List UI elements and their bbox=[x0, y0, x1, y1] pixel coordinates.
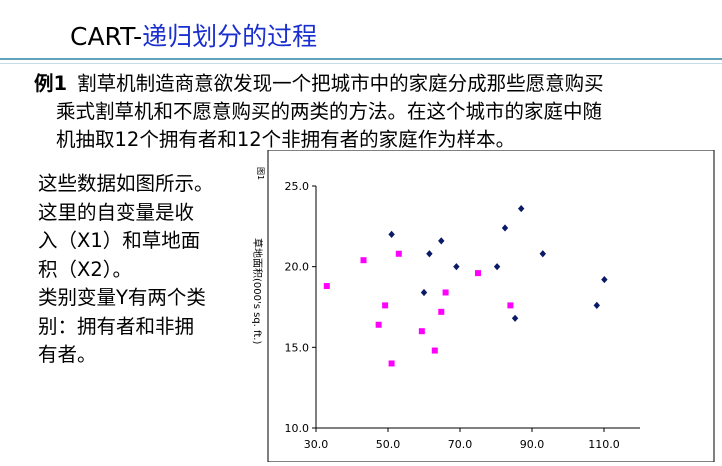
diamond-point bbox=[453, 263, 460, 271]
y-tick-label: 25.0 bbox=[285, 180, 310, 193]
description-line-5: 类别变量Y有两个类 bbox=[38, 286, 206, 309]
description-line-6: 别：拥有者和非拥 bbox=[38, 314, 195, 338]
title-prefix: CART- bbox=[70, 22, 143, 51]
square-point bbox=[395, 250, 402, 257]
square-point bbox=[323, 283, 330, 290]
x-tick-label: 50.0 bbox=[376, 438, 401, 451]
diamond-point bbox=[518, 204, 525, 213]
title-main: 递归划分的过程 bbox=[142, 22, 318, 51]
figure-label: 图1 bbox=[256, 167, 265, 180]
scatter-plot: 图1 草地面积(000's sq. ft.) 30.0 50.0 70.0 90.0 1… bbox=[251, 149, 715, 463]
slide-title: CART-递归划分的过程 bbox=[70, 20, 317, 54]
y-axis-label: 草地面积(000's sq. ft.) bbox=[251, 238, 264, 344]
title-divider bbox=[0, 58, 722, 60]
diamond-point bbox=[601, 275, 608, 284]
example-line-3: 机抽取12个拥有者和12个非拥有者的家庭作为样本。 bbox=[56, 128, 516, 151]
x-tick-label: 30.0 bbox=[304, 438, 329, 451]
description-line-2: 这里的自变量是收 bbox=[38, 200, 195, 224]
square-point bbox=[507, 302, 514, 309]
square-point bbox=[475, 270, 481, 277]
diamond-point bbox=[539, 250, 546, 258]
diamond-point bbox=[501, 224, 509, 232]
description-text: 这些数据如图所示。 这里的自变量是收 入（X1）和草地面 积（X2）。 类别变量… bbox=[38, 170, 248, 370]
square-point bbox=[418, 328, 425, 335]
square-point bbox=[375, 321, 382, 328]
square-point bbox=[388, 360, 395, 367]
diamond-point bbox=[420, 288, 428, 297]
diamond-point bbox=[493, 263, 501, 271]
square-point bbox=[431, 347, 438, 354]
axes: 30.0 50.0 70.0 90.0 110.0 10.0 15.0 20.0 25.0 bbox=[285, 180, 640, 451]
example-line-2: 乘式割草机和不愿意购买的两类的方法。在这个城市的家庭中随 bbox=[56, 100, 603, 123]
chart-frame bbox=[267, 149, 715, 463]
example-line-1: 例1 割草机制造商意欲发现一个把城市中的家庭分成那些愿意购买 bbox=[34, 70, 722, 98]
x-tick-label: 70.0 bbox=[448, 438, 473, 451]
diamond-point bbox=[426, 250, 433, 258]
square-point bbox=[442, 289, 449, 296]
diamond-point bbox=[388, 230, 395, 238]
title-divider-thin bbox=[0, 63, 722, 64]
description-line-3: 入（X1）和草地面 bbox=[38, 229, 201, 252]
description-line-1: 这些数据如图所示。 bbox=[38, 172, 214, 195]
square-point bbox=[382, 302, 389, 309]
square-point bbox=[438, 308, 445, 315]
data-points bbox=[323, 204, 608, 367]
diamond-point bbox=[511, 314, 519, 322]
x-tick-label: 110.0 bbox=[588, 438, 620, 451]
example-text: 例1 割草机制造商意欲发现一个把城市中的家庭分成那些愿意购买 乘式割草机和不愿意购… bbox=[34, 70, 722, 154]
description-line-4: 积（X2）。 bbox=[38, 257, 133, 281]
y-tick-label: 15.0 bbox=[285, 341, 310, 354]
example-number: 例1 bbox=[34, 72, 68, 95]
description-line-7: 有者。 bbox=[38, 343, 97, 366]
square-point bbox=[360, 257, 367, 264]
scatter-chart: 图1 草地面积(000's sq. ft.) 30.0 50.0 70.0 90.0 1… bbox=[246, 149, 722, 466]
y-tick-label: 10.0 bbox=[285, 422, 310, 435]
diamond-point bbox=[438, 237, 445, 245]
y-tick-label: 20.0 bbox=[285, 261, 310, 274]
x-tick-label: 90.0 bbox=[520, 438, 545, 451]
diamond-point bbox=[593, 301, 600, 309]
example-line-1-text: 割草机制造商意欲发现一个把城市中的家庭分成那些愿意购买 bbox=[77, 72, 604, 95]
